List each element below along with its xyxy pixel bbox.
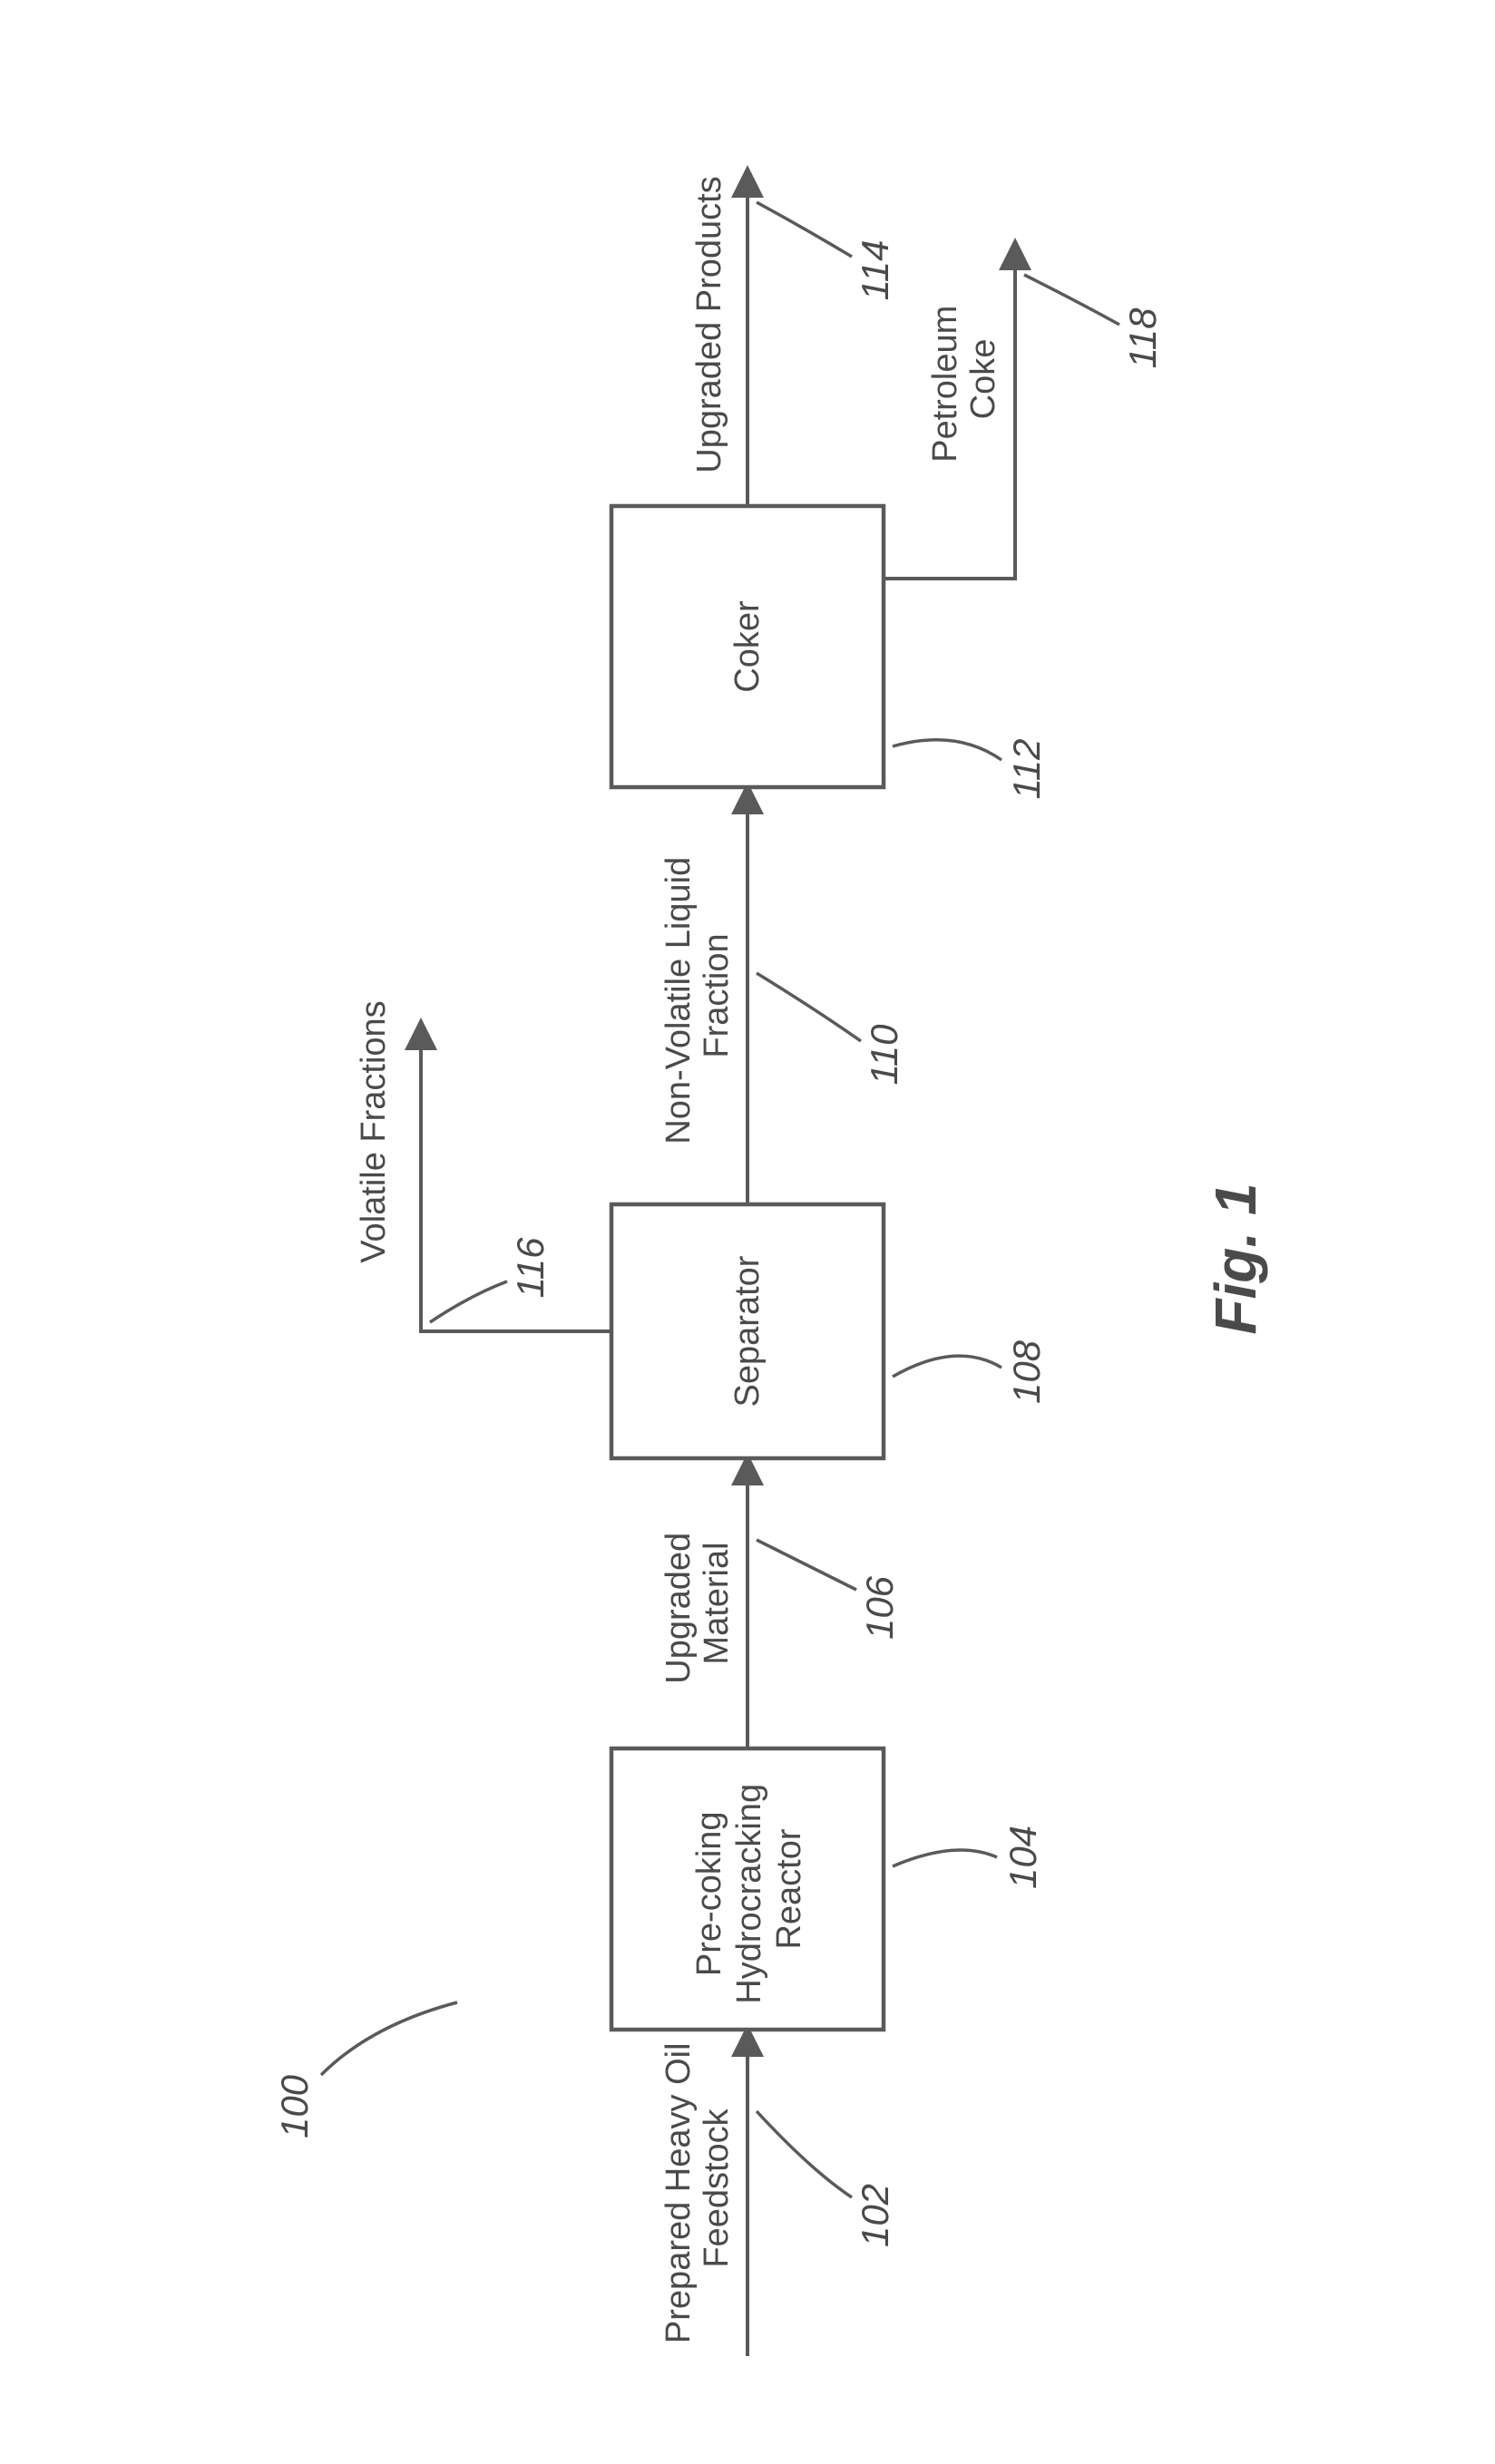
- leader-106: [757, 1540, 856, 1590]
- leader-102: [757, 2111, 852, 2197]
- leader-116: [430, 1281, 507, 1322]
- ref-104: 104: [1002, 1826, 1044, 1889]
- ref-118: 118: [1121, 307, 1164, 369]
- ref-116: 116: [509, 1237, 552, 1299]
- leader-108: [893, 1356, 1002, 1377]
- label-coke: Petroleum Coke: [926, 296, 1002, 463]
- ref-114: 114: [854, 240, 896, 301]
- label-nonvolatile: Non-Volatile Liquid Fraction: [660, 847, 736, 1144]
- label-feed: Prepared Heavy Oil Feedstock: [660, 2033, 736, 2343]
- ref-106: 106: [858, 1575, 901, 1640]
- label-volatile: Volatile Fractions: [355, 1000, 393, 1262]
- leader-114: [757, 202, 852, 257]
- label-separator: Separator: [728, 1255, 767, 1407]
- leader-112: [893, 740, 1002, 760]
- process-flow-diagram: Pre-coking Hydrocracking Reactor Separat…: [0, 0, 1495, 2464]
- ref-108: 108: [1005, 1339, 1048, 1404]
- leader-100: [321, 2002, 457, 2075]
- leader-104: [893, 1850, 997, 1866]
- label-coker: Coker: [728, 600, 767, 693]
- ref-110: 110: [863, 1024, 905, 1086]
- leader-118: [1024, 275, 1119, 325]
- leader-110: [757, 973, 861, 1041]
- ref-100: 100: [273, 2074, 316, 2138]
- label-upgraded-products: Upgraded Products: [690, 176, 728, 472]
- label-upgraded-material: Upgraded Material: [660, 1523, 736, 1683]
- figure-caption: Fig. 1: [1203, 1183, 1268, 1334]
- ref-112: 112: [1005, 739, 1048, 800]
- ref-102: 102: [854, 2184, 896, 2247]
